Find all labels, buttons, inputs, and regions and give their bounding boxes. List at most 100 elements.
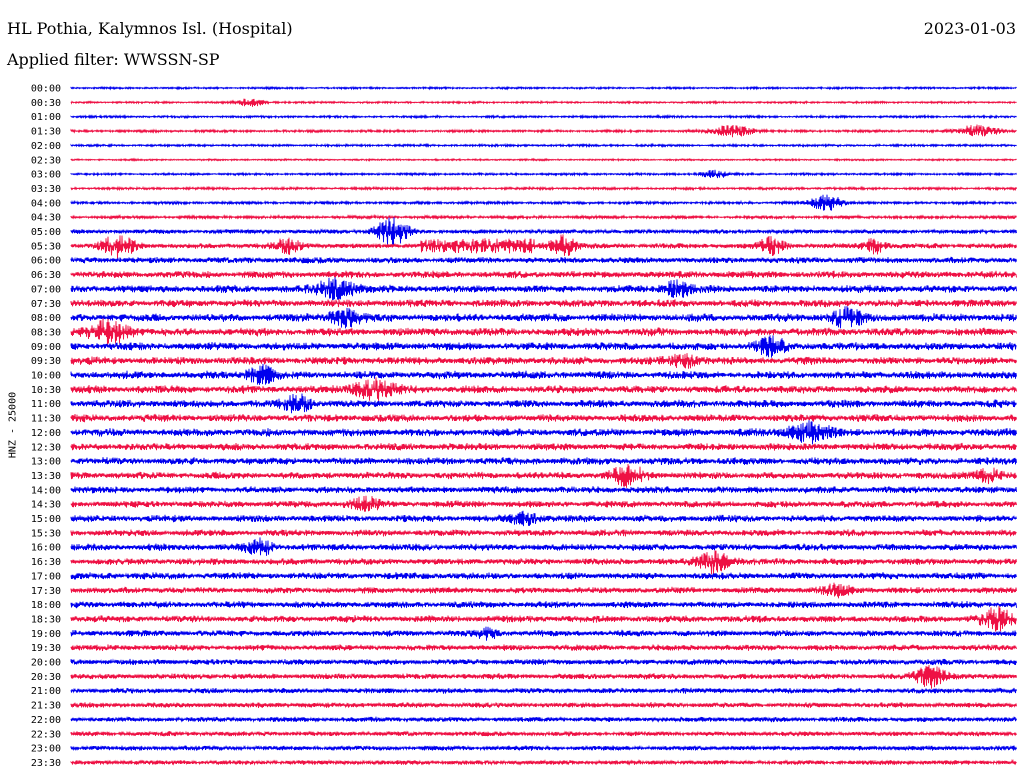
seismic-trace-row	[70, 393, 1017, 414]
seismic-trace-row	[70, 98, 1017, 107]
row-time-label: 18:00	[31, 600, 61, 611]
row-time-label: 20:30	[31, 672, 61, 683]
row-time-label: 17:30	[31, 586, 61, 597]
row-time-label: 13:00	[31, 457, 61, 468]
row-time-label: 17:00	[31, 571, 61, 582]
row-time-label: 01:30	[31, 127, 61, 138]
seismic-trace-row	[70, 758, 1017, 766]
seismic-trace-row	[70, 486, 1017, 494]
row-time-label: 03:00	[31, 170, 61, 181]
seismic-trace-row	[70, 457, 1017, 466]
filter-label: Applied filter: WWSSN-SP	[7, 50, 220, 69]
seismic-trace-row	[70, 715, 1017, 723]
row-time-label: 00:30	[31, 98, 61, 109]
record-date: 2023-01-03	[923, 19, 1016, 38]
seismic-trace-row	[70, 495, 1017, 512]
seismic-trace-row	[70, 413, 1017, 423]
row-time-label: 04:30	[31, 213, 61, 224]
seismic-trace-row	[70, 550, 1017, 575]
row-time-label: 15:00	[31, 514, 61, 525]
seismic-trace-row	[70, 529, 1017, 537]
row-time-label: 09:30	[31, 356, 61, 367]
seismic-trace-row	[70, 510, 1017, 527]
row-time-label: 11:30	[31, 414, 61, 425]
row-time-label: 09:00	[31, 342, 61, 353]
seismic-trace-row	[70, 744, 1017, 752]
row-time-label: 10:30	[31, 385, 61, 396]
seismic-trace-row	[70, 306, 1017, 329]
row-time-label: 00:00	[31, 84, 61, 95]
seismic-trace-row	[70, 213, 1017, 221]
seismic-trace-row	[70, 124, 1017, 138]
row-time-label: 08:00	[31, 313, 61, 324]
row-time-label: 06:00	[31, 256, 61, 267]
seismic-trace-row	[70, 572, 1017, 580]
row-time-label: 21:30	[31, 701, 61, 712]
row-time-label: 02:30	[31, 155, 61, 166]
row-time-label: 22:30	[31, 729, 61, 740]
row-time-label: 08:30	[31, 327, 61, 338]
seismic-trace-row	[70, 664, 1017, 689]
row-time-label: 07:00	[31, 284, 61, 295]
row-time-label: 11:00	[31, 399, 61, 410]
seismic-trace-row	[70, 442, 1017, 451]
seismic-trace-row	[70, 335, 1017, 358]
seismic-trace-row	[70, 730, 1017, 738]
seismic-trace-row	[70, 701, 1017, 709]
row-time-label: 18:30	[31, 614, 61, 625]
row-time-label: 19:30	[31, 643, 61, 654]
seismic-trace-row	[70, 299, 1017, 308]
seismic-trace-row	[70, 318, 1017, 347]
row-time-label: 07:30	[31, 299, 61, 310]
seismic-trace-row	[70, 420, 1017, 445]
seismic-trace-row	[70, 600, 1017, 609]
seismic-trace-row	[70, 363, 1017, 385]
seismic-trace-row	[70, 658, 1017, 666]
seismic-trace-row	[70, 605, 1017, 632]
row-time-label: 14:30	[31, 500, 61, 511]
seismic-trace-row	[70, 194, 1017, 211]
seismic-trace-row	[70, 217, 1017, 246]
row-time-label: 01:00	[31, 112, 61, 123]
row-time-label: 15:30	[31, 528, 61, 539]
row-time-label: 23:00	[31, 744, 61, 755]
row-time-label: 20:00	[31, 658, 61, 669]
seismic-trace-row	[70, 353, 1017, 369]
row-time-label: 22:00	[31, 715, 61, 726]
row-time-label: 12:30	[31, 442, 61, 453]
seismic-trace-row	[70, 169, 1017, 179]
row-time-label: 10:00	[31, 371, 61, 382]
seismic-trace-row	[70, 537, 1017, 556]
seismic-trace-row	[70, 234, 1017, 259]
seismic-trace-row	[70, 157, 1017, 163]
row-time-label: 19:00	[31, 629, 61, 640]
row-time-label: 02:00	[31, 141, 61, 152]
seismic-trace-row	[70, 113, 1017, 120]
seismic-trace-row	[70, 142, 1017, 149]
row-time-label: 03:30	[31, 184, 61, 195]
seismic-trace-row	[70, 463, 1017, 488]
row-time-label: 16:30	[31, 557, 61, 568]
row-time-label: 05:30	[31, 241, 61, 252]
seismic-trace-row	[70, 644, 1017, 652]
seismic-trace-row	[70, 277, 1017, 301]
seismic-trace-row	[70, 687, 1017, 695]
row-label-group: 00:00 00:30 01:00 01:30 02:00 02:30 03:00 03:30…	[31, 84, 61, 769]
row-time-label: 13:30	[31, 471, 61, 482]
row-time-label: 06:30	[31, 270, 61, 281]
station-title: HL Pothia, Kalymnos Isl. (Hospital)	[7, 19, 293, 38]
seismic-trace-row	[70, 185, 1017, 192]
row-time-label: 21:00	[31, 686, 61, 697]
row-time-label: 14:00	[31, 485, 61, 496]
row-time-label: 04:00	[31, 198, 61, 209]
seismic-trace-row	[70, 377, 1017, 401]
seismic-trace-row	[70, 582, 1017, 599]
seismic-trace-row	[70, 270, 1017, 279]
seismic-trace-row	[70, 256, 1017, 264]
row-time-label: 12:00	[31, 428, 61, 439]
seismic-trace-row	[70, 626, 1017, 641]
row-time-label: 05:00	[31, 227, 61, 238]
trace-group	[70, 85, 1017, 766]
row-time-label: 23:30	[31, 758, 61, 769]
